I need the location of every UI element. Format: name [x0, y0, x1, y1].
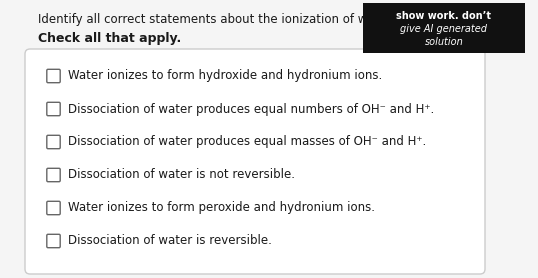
FancyBboxPatch shape — [47, 168, 60, 182]
Text: Dissociation of water produces equal numbers of OH⁻ and H⁺.: Dissociation of water produces equal num… — [68, 103, 434, 115]
FancyBboxPatch shape — [47, 201, 60, 215]
Text: solution: solution — [424, 37, 463, 47]
Text: Identify all correct statements about the ionization of water.: Identify all correct statements about th… — [38, 13, 394, 26]
Text: Dissociation of water produces equal masses of OH⁻ and H⁺.: Dissociation of water produces equal mas… — [68, 135, 426, 148]
FancyBboxPatch shape — [47, 135, 60, 149]
Text: Water ionizes to form peroxide and hydronium ions.: Water ionizes to form peroxide and hydro… — [68, 202, 375, 215]
FancyBboxPatch shape — [363, 3, 525, 53]
Text: Dissociation of water is reversible.: Dissociation of water is reversible. — [68, 235, 272, 247]
Text: give AI generated: give AI generated — [400, 24, 487, 34]
FancyBboxPatch shape — [47, 102, 60, 116]
FancyBboxPatch shape — [47, 69, 60, 83]
Text: show work. don’t: show work. don’t — [397, 11, 492, 21]
FancyBboxPatch shape — [47, 234, 60, 248]
Text: Water ionizes to form hydroxide and hydronium ions.: Water ionizes to form hydroxide and hydr… — [68, 70, 383, 83]
Text: Dissociation of water is not reversible.: Dissociation of water is not reversible. — [68, 168, 295, 182]
Text: Check all that apply.: Check all that apply. — [38, 32, 181, 45]
FancyBboxPatch shape — [25, 49, 485, 274]
